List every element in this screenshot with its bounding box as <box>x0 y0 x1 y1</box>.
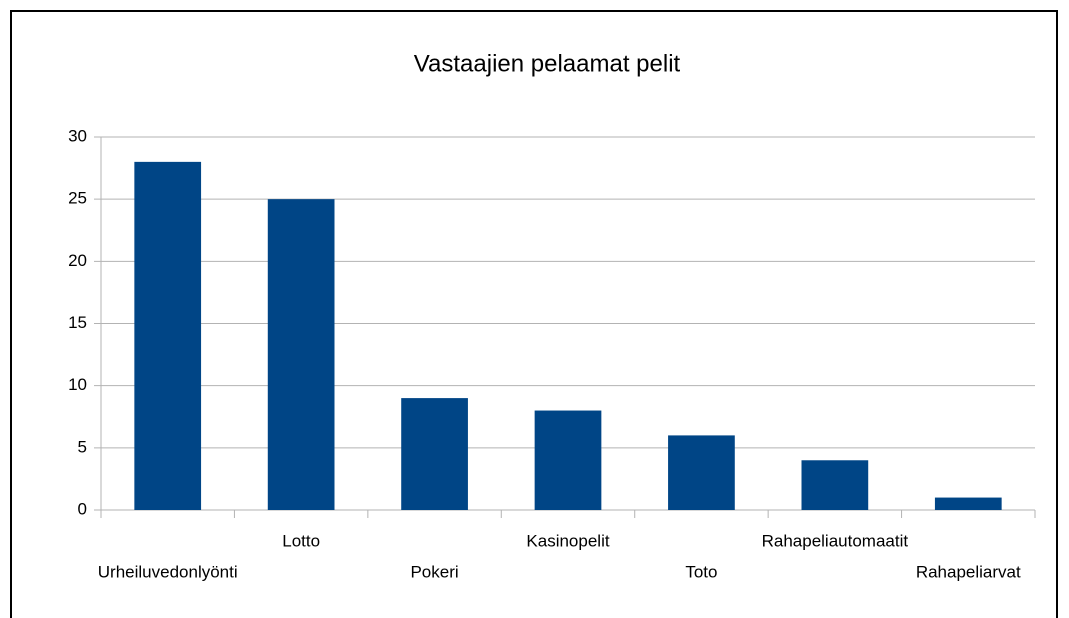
x-tick-label: Toto <box>685 562 717 581</box>
x-tick-label: Rahapeliarvat <box>916 562 1021 581</box>
chart-border <box>10 10 1058 618</box>
bar <box>668 435 735 510</box>
bar <box>401 398 468 510</box>
y-tick-label: 15 <box>68 313 87 332</box>
y-tick-label: 25 <box>68 189 87 208</box>
bar <box>267 199 335 510</box>
y-tick-label: 5 <box>78 437 87 456</box>
x-tick-label: Lotto <box>282 531 320 550</box>
y-tick-label: 10 <box>68 375 87 394</box>
y-tick-label: 30 <box>68 126 87 145</box>
y-tick-label: 0 <box>78 499 87 518</box>
bar <box>934 497 1002 510</box>
x-tick-label: Kasinopelit <box>526 531 609 550</box>
x-tick-label: Urheiluvedonlyönti <box>98 562 238 581</box>
bar <box>134 161 202 510</box>
chart-title: Vastaajien pelaamat pelit <box>414 50 681 77</box>
x-tick-label: Pokeri <box>410 562 458 581</box>
bar <box>534 410 602 510</box>
bar <box>801 460 869 510</box>
x-tick-label: Rahapeliautomaatit <box>762 531 909 550</box>
y-tick-label: 20 <box>68 251 87 270</box>
